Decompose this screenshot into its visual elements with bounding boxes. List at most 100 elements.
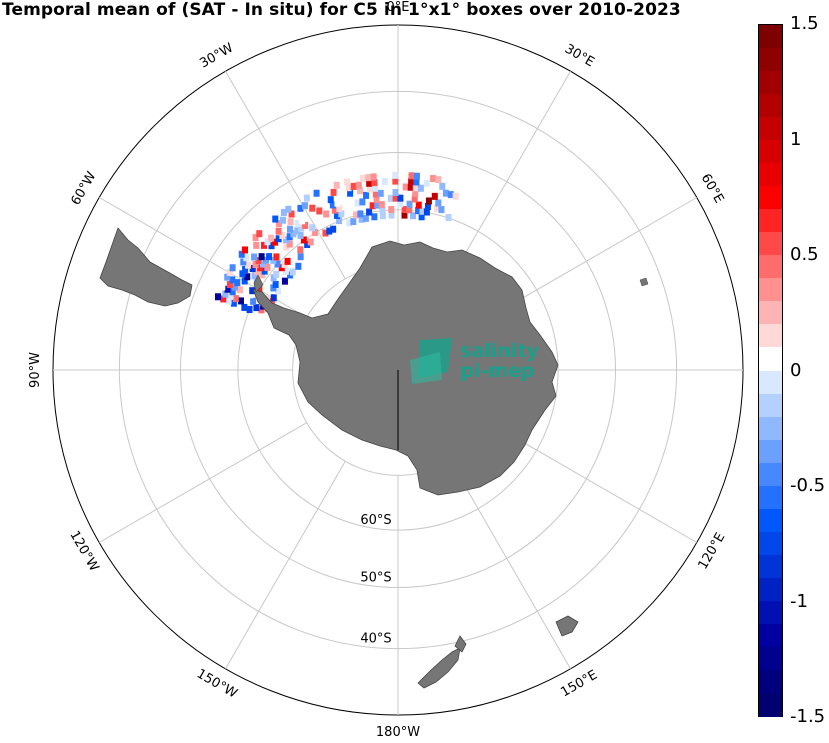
data-cell	[401, 206, 408, 214]
colorbar-segment	[759, 186, 782, 210]
data-cell	[410, 212, 417, 220]
data-cell	[251, 272, 258, 280]
data-cell	[285, 205, 292, 213]
data-cell	[295, 262, 302, 270]
colorbar-segment	[759, 416, 782, 441]
data-cell	[407, 183, 414, 191]
data-cell	[445, 214, 452, 222]
data-cell	[286, 233, 293, 241]
data-cell	[412, 189, 419, 197]
data-cell	[274, 260, 281, 268]
data-cell	[379, 212, 386, 220]
data-cell	[254, 268, 261, 276]
colorbar-segment	[759, 439, 782, 464]
tasmania	[555, 615, 579, 637]
data-cell	[366, 208, 373, 216]
data-cell	[326, 227, 333, 235]
latitude-label: 50°S	[360, 570, 391, 585]
data-cell	[336, 217, 343, 225]
colorbar-segment	[759, 25, 782, 49]
data-cell	[312, 229, 319, 237]
data-cell	[272, 280, 279, 288]
data-cell	[338, 210, 345, 218]
data-cell	[336, 204, 343, 212]
longitude-label: 180°W	[376, 725, 420, 740]
data-cell	[359, 198, 366, 206]
data-cell	[257, 245, 264, 253]
data-cell	[309, 204, 316, 212]
meridian-line	[225, 460, 346, 670]
colorbar-segment	[759, 646, 782, 671]
data-cell	[309, 224, 316, 232]
new-zealand-south	[417, 647, 461, 689]
colorbar-segment	[759, 140, 782, 164]
data-cell	[252, 234, 259, 242]
colorbar-segment	[759, 71, 782, 95]
colorbar-segment	[759, 485, 782, 510]
data-cell	[229, 276, 236, 284]
data-cell	[279, 232, 286, 240]
longitude-label: 60°W	[69, 169, 100, 208]
colorbar-tick-label: 1.5	[790, 13, 819, 34]
colorbar-segment	[759, 347, 782, 372]
longitude-label: 30°E	[562, 42, 597, 71]
data-cell	[294, 219, 301, 227]
data-cell	[264, 263, 271, 271]
data-cell	[388, 211, 395, 219]
data-cell	[249, 287, 256, 295]
data-cell	[270, 294, 277, 302]
data-cell	[302, 221, 309, 229]
data-cell	[240, 258, 247, 266]
logo-line2: pi-mep	[460, 360, 534, 382]
data-cell	[300, 236, 307, 244]
data-cell	[249, 264, 256, 272]
data-cell	[231, 283, 238, 291]
data-cell	[234, 279, 241, 287]
data-cell	[413, 172, 420, 180]
colorbar-tick-label: -1.5	[790, 706, 826, 727]
data-cell	[274, 287, 281, 295]
meridian-line	[450, 460, 571, 670]
data-cell	[359, 175, 366, 183]
data-cell	[392, 171, 399, 179]
colorbar-tick-label: 0	[790, 359, 802, 381]
colorbar-segment	[759, 117, 782, 141]
data-cell	[298, 224, 305, 232]
data-cell	[239, 270, 246, 278]
data-cell	[229, 264, 236, 272]
data-cell	[297, 231, 304, 239]
data-cell	[354, 199, 361, 207]
data-cell	[371, 179, 378, 187]
data-cell	[224, 273, 231, 281]
colorbar-tick-label: -0.5	[790, 475, 826, 496]
data-cell	[272, 238, 279, 246]
data-cell	[353, 211, 360, 219]
chart-title: Temporal mean of (SAT - In situ) for C5 …	[2, 0, 681, 20]
data-cell	[230, 299, 237, 307]
data-cell	[284, 257, 291, 265]
data-cell	[433, 204, 440, 212]
data-cell	[290, 230, 297, 238]
data-cell	[392, 189, 399, 197]
data-cell	[260, 241, 267, 249]
data-cell	[406, 200, 413, 208]
data-cell	[423, 208, 430, 216]
data-cell	[266, 253, 273, 261]
data-cell	[371, 213, 378, 221]
salinity-pi-mep-logo: salinity pi-mep	[410, 338, 539, 384]
data-cell	[365, 174, 372, 182]
data-cell	[238, 250, 245, 258]
data-cell	[442, 189, 449, 197]
data-cell	[251, 253, 258, 261]
colorbar-tick-label: 1	[790, 128, 802, 150]
data-cell	[431, 192, 438, 200]
data-cell	[268, 234, 275, 242]
data-cell	[241, 303, 248, 311]
longitude-label: 30°W	[197, 40, 236, 71]
data-cell	[255, 257, 262, 265]
colorbar-segment	[759, 255, 782, 279]
data-cell	[258, 271, 265, 279]
data-cell	[350, 182, 357, 190]
antarctica	[252, 240, 559, 496]
data-cell	[256, 285, 263, 293]
